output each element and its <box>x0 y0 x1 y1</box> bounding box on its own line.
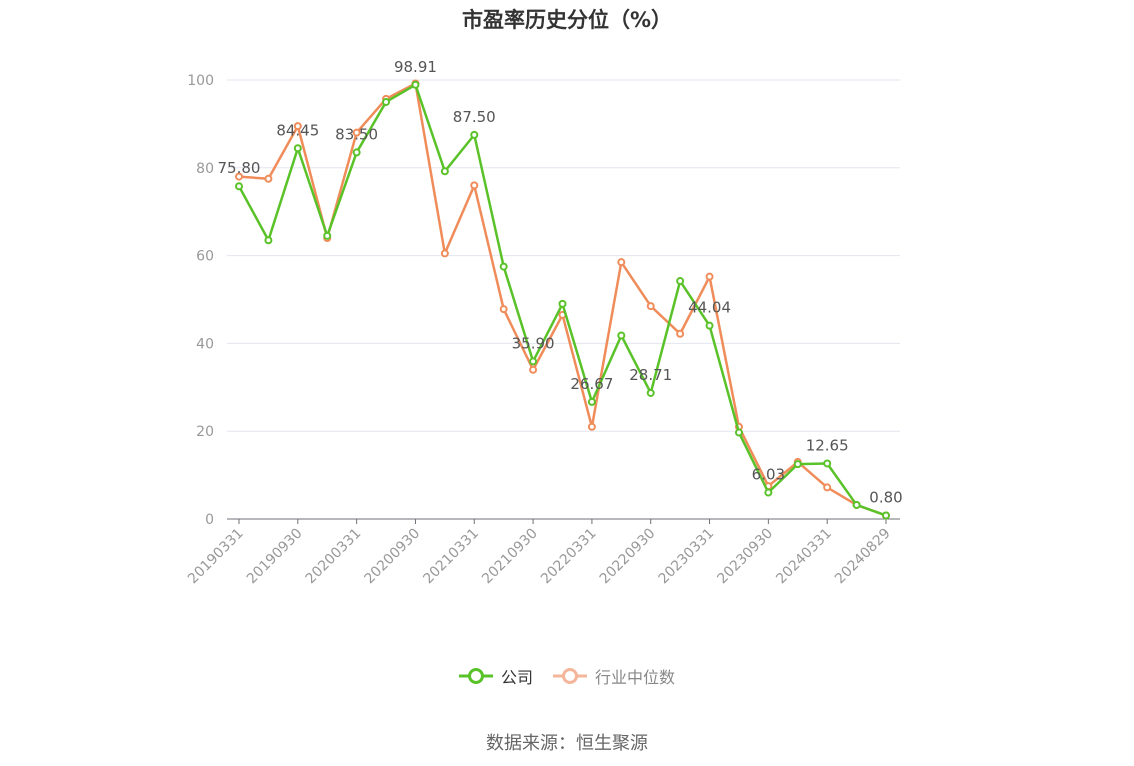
data-point[interactable] <box>852 500 861 509</box>
data-point[interactable] <box>646 302 655 311</box>
data-point[interactable] <box>323 231 332 240</box>
data-point[interactable] <box>705 272 714 281</box>
data-point[interactable] <box>499 262 508 271</box>
data-point[interactable] <box>587 422 596 431</box>
data-point[interactable] <box>823 483 832 492</box>
data-point[interactable] <box>529 365 538 374</box>
data-point[interactable] <box>587 397 596 406</box>
data-point[interactable] <box>734 428 743 437</box>
x-tick-label: 20230930 <box>714 525 776 587</box>
data-point[interactable] <box>293 144 302 153</box>
chart-title: 市盈率历史分位（%） <box>461 8 673 32</box>
data-point[interactable] <box>558 299 567 308</box>
x-tick-label: 20230331 <box>656 525 718 587</box>
x-tick-label: 20240829 <box>832 525 894 587</box>
x-tick-label: 20220930 <box>597 525 659 587</box>
x-tick-label: 20190331 <box>185 525 247 587</box>
data-point[interactable] <box>823 459 832 468</box>
legend-item-company[interactable]: 公司 <box>458 664 533 688</box>
data-label: 98.91 <box>394 58 437 76</box>
data-point[interactable] <box>470 130 479 139</box>
data-label: 0.80 <box>869 488 902 506</box>
data-point[interactable] <box>470 181 479 190</box>
data-point[interactable] <box>352 128 361 137</box>
x-tick-label: 20200930 <box>362 525 424 587</box>
legend-company-marker <box>458 668 493 684</box>
data-point[interactable] <box>882 511 890 520</box>
series-industry <box>235 79 890 520</box>
data-label: 87.50 <box>453 108 496 126</box>
legend-industry-marker <box>553 668 587 684</box>
data-point[interactable] <box>676 329 685 338</box>
chart-legend: 公司 行业中位数 <box>0 664 1134 688</box>
data-point[interactable] <box>617 258 626 267</box>
data-point[interactable] <box>264 174 273 183</box>
data-point[interactable] <box>235 172 243 181</box>
data-point[interactable] <box>440 167 449 176</box>
data-point[interactable] <box>440 249 449 258</box>
legend-item-industry[interactable]: 行业中位数 <box>553 664 675 688</box>
data-label: 12.65 <box>806 436 849 454</box>
data-point[interactable] <box>382 97 391 106</box>
x-tick-label: 20200331 <box>303 525 365 587</box>
data-label: 26.67 <box>570 375 613 393</box>
y-tick-label: 40 <box>196 336 214 352</box>
data-point[interactable] <box>235 182 243 191</box>
y-tick-label: 0 <box>205 512 214 528</box>
y-tick-label: 20 <box>196 424 214 440</box>
data-point[interactable] <box>705 321 714 330</box>
x-tick-label: 20240331 <box>773 525 835 587</box>
data-point[interactable] <box>646 388 655 397</box>
data-source: 数据来源：恒生聚源 <box>486 733 648 754</box>
x-tick-label: 20220331 <box>538 525 600 587</box>
legend-company-label: 公司 <box>500 668 533 687</box>
x-tick-label: 20210930 <box>479 525 541 587</box>
series-company <box>235 80 890 520</box>
x-tick-label: 20190930 <box>244 525 306 587</box>
data-label: 83.50 <box>335 125 378 143</box>
data-label: 84.45 <box>276 121 319 139</box>
data-point[interactable] <box>499 305 508 314</box>
y-tick-label: 80 <box>196 161 214 177</box>
data-point[interactable] <box>411 80 420 89</box>
data-label: 35.90 <box>512 334 555 352</box>
data-point[interactable] <box>264 236 273 245</box>
data-point[interactable] <box>617 331 626 340</box>
data-label: 28.71 <box>629 366 672 384</box>
y-tick-label: 60 <box>196 249 214 265</box>
legend-industry-label: 行业中位数 <box>595 668 676 687</box>
data-point[interactable] <box>764 488 773 497</box>
data-point[interactable] <box>529 357 538 366</box>
y-tick-label: 100 <box>187 73 214 89</box>
line-chart: 0 20 40 60 80 100 2019033120190930202003312020… <box>185 58 903 587</box>
data-point[interactable] <box>352 148 361 157</box>
x-tick-label: 20210331 <box>420 525 482 587</box>
data-point[interactable] <box>793 460 802 469</box>
data-point[interactable] <box>676 277 685 286</box>
series-line <box>238 82 887 517</box>
data-point[interactable] <box>293 122 302 131</box>
data-label: 44.04 <box>688 299 731 317</box>
data-label: 75.80 <box>218 159 261 177</box>
data-label: 6.03 <box>752 466 785 484</box>
